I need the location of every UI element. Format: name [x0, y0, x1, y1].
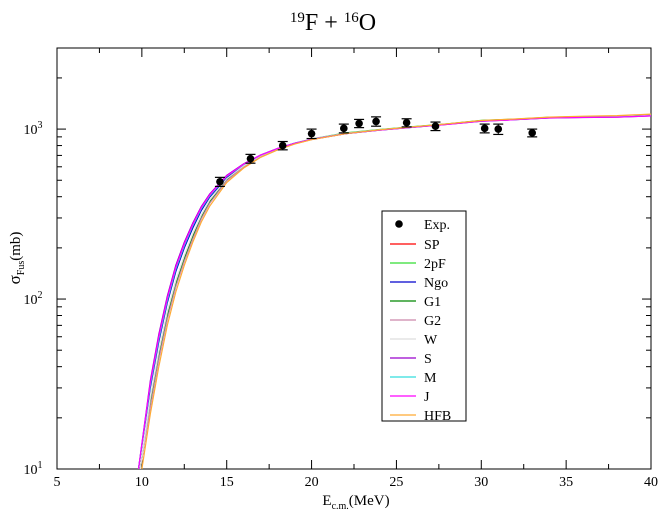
data-point [340, 124, 348, 133]
x-axis-title-main: E [322, 493, 331, 509]
data-point [480, 124, 489, 133]
experimental-points [214, 116, 538, 188]
data-point [528, 129, 536, 137]
x-axis-title: Ec.m.(MeV) [322, 493, 389, 512]
legend-label: J [424, 390, 430, 405]
y-axis-title-main: σ [5, 275, 24, 284]
legend-label: S [424, 352, 432, 367]
title-element-b: O [359, 10, 376, 36]
y-tick-label: 102 [24, 290, 43, 308]
data-point [355, 119, 363, 128]
plot-frame [56, 47, 652, 470]
y-axis-title-unit: (mb) [8, 232, 24, 261]
legend-label: Ngo [424, 276, 448, 291]
data-point [494, 125, 503, 133]
x-tick-label: 40 [644, 475, 658, 490]
title-element-a: F [305, 10, 318, 36]
x-tick-label: 20 [305, 475, 319, 490]
series-line-hfb [141, 113, 651, 469]
title-mass-a: 19 [290, 10, 305, 26]
legend-box [381, 210, 467, 422]
x-tick-label: 5 [54, 475, 61, 490]
legend-marker-exp [395, 220, 403, 228]
data-point [372, 117, 380, 126]
chart-title: 19F + 16O [290, 10, 376, 36]
x-tick-label: 15 [220, 475, 234, 490]
legend-label: HFB [424, 409, 451, 424]
model-curves [137, 113, 651, 469]
y-tick-labels: 101 102 103 [24, 120, 43, 478]
x-tick-labels: 5 10 15 20 25 30 35 40 [54, 475, 659, 490]
y-axis-title: σFus(mb) [5, 232, 27, 285]
legend-label: 2pF [424, 257, 446, 272]
data-point [431, 122, 440, 130]
title-plus: + [318, 10, 344, 36]
legend-label: SP [424, 238, 440, 253]
x-tick-label: 10 [135, 475, 149, 490]
x-tick-label: 35 [559, 475, 573, 490]
data-point [402, 118, 411, 127]
y-tick-label: 101 [24, 460, 43, 478]
x-tick-label: 25 [389, 475, 403, 490]
y-tick-label: 103 [24, 120, 43, 138]
data-point [307, 129, 316, 138]
legend-label: Exp. [424, 218, 450, 233]
legend-label: M [424, 371, 437, 386]
data-point [216, 177, 224, 186]
legend-label: W [424, 333, 438, 348]
x-axis-title-sub: c.m. [332, 501, 349, 512]
y-axis-title-sub: Fus [16, 261, 27, 276]
axis-ticks [56, 48, 652, 470]
title-mass-b: 16 [344, 10, 360, 26]
data-point [278, 141, 287, 150]
x-axis-title-unit: (MeV) [349, 493, 390, 509]
x-tick-label: 30 [474, 475, 488, 490]
legend-label: G1 [424, 295, 441, 310]
series-line-j [137, 115, 651, 469]
legend-label: G2 [424, 314, 441, 329]
data-point [246, 154, 255, 163]
